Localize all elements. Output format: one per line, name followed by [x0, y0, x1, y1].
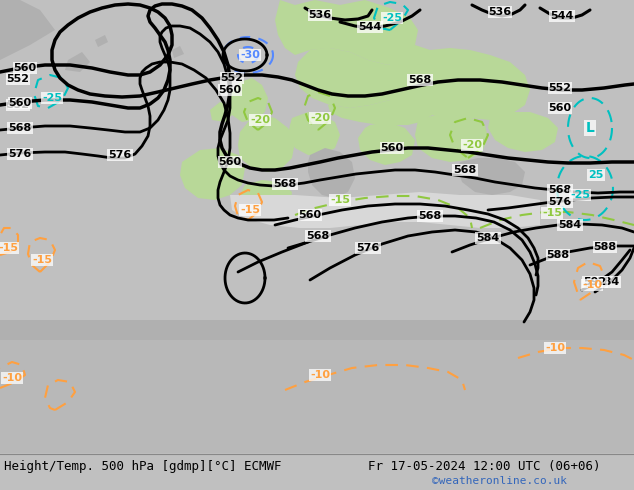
Text: -25: -25 [382, 13, 402, 23]
Text: 544: 544 [358, 22, 382, 32]
Text: -10: -10 [310, 370, 330, 380]
Text: 560: 560 [219, 85, 242, 95]
Text: 552: 552 [221, 73, 243, 83]
Text: -10: -10 [2, 373, 22, 383]
Polygon shape [0, 0, 55, 60]
Text: 536: 536 [308, 10, 332, 20]
Text: 560: 560 [8, 98, 32, 108]
Text: -15: -15 [542, 208, 562, 218]
Text: 568: 568 [408, 75, 432, 85]
Text: 568: 568 [453, 165, 477, 175]
Polygon shape [228, 78, 268, 122]
Text: 568: 568 [548, 185, 572, 195]
Text: 560: 560 [380, 143, 404, 153]
Polygon shape [358, 122, 415, 165]
Polygon shape [275, 0, 418, 65]
Text: -30: -30 [240, 50, 260, 60]
Text: 584: 584 [559, 220, 581, 230]
Text: 560: 560 [548, 103, 572, 113]
Text: 588: 588 [547, 250, 569, 260]
Text: 560: 560 [13, 63, 37, 73]
Polygon shape [65, 52, 90, 72]
Polygon shape [95, 35, 108, 47]
Text: 544: 544 [550, 11, 574, 21]
Text: 552: 552 [6, 74, 30, 84]
Text: ©weatheronline.co.uk: ©weatheronline.co.uk [432, 476, 567, 486]
Text: -15: -15 [0, 243, 18, 253]
Polygon shape [328, 78, 438, 125]
Text: -15: -15 [240, 205, 260, 215]
Text: -25: -25 [570, 190, 590, 200]
Text: 568: 568 [273, 179, 297, 189]
Text: Fr 17-05-2024 12:00 UTC (06+06): Fr 17-05-2024 12:00 UTC (06+06) [368, 460, 600, 472]
Text: -20: -20 [310, 113, 330, 123]
Text: 552: 552 [6, 100, 30, 110]
Text: 560: 560 [299, 210, 321, 220]
Text: -10: -10 [582, 280, 602, 290]
Text: 576: 576 [548, 197, 572, 207]
Text: -25: -25 [42, 93, 62, 103]
Text: 584: 584 [597, 277, 619, 287]
Text: 576: 576 [356, 243, 380, 253]
Text: 584: 584 [476, 233, 500, 243]
Text: Height/Temp. 500 hPa [gdmp][°C] ECMWF: Height/Temp. 500 hPa [gdmp][°C] ECMWF [4, 460, 281, 472]
Polygon shape [238, 115, 295, 172]
Text: 576: 576 [108, 150, 132, 160]
Polygon shape [0, 320, 634, 453]
Polygon shape [240, 180, 292, 218]
Polygon shape [180, 148, 245, 200]
Polygon shape [458, 158, 525, 195]
Text: 568: 568 [418, 211, 442, 221]
Text: -20: -20 [462, 140, 482, 150]
Text: 576: 576 [8, 149, 32, 159]
Polygon shape [230, 192, 540, 228]
Text: -15: -15 [32, 255, 52, 265]
Text: 568: 568 [306, 231, 330, 241]
Polygon shape [308, 148, 355, 198]
Text: 552: 552 [548, 83, 571, 93]
Text: -10: -10 [545, 343, 565, 353]
Polygon shape [0, 340, 634, 453]
Text: 536: 536 [488, 7, 512, 17]
Text: 560: 560 [219, 157, 242, 167]
Polygon shape [172, 46, 184, 58]
Text: 588: 588 [593, 242, 616, 252]
Polygon shape [415, 115, 488, 162]
Text: L: L [586, 121, 595, 135]
Text: -20: -20 [250, 115, 270, 125]
Polygon shape [488, 112, 558, 152]
Polygon shape [295, 45, 420, 108]
Polygon shape [210, 102, 232, 122]
Polygon shape [288, 112, 340, 155]
Polygon shape [390, 45, 530, 125]
Text: 25: 25 [588, 170, 604, 180]
Text: 592: 592 [583, 277, 607, 287]
Text: -15: -15 [330, 195, 350, 205]
Text: 568: 568 [8, 123, 32, 133]
